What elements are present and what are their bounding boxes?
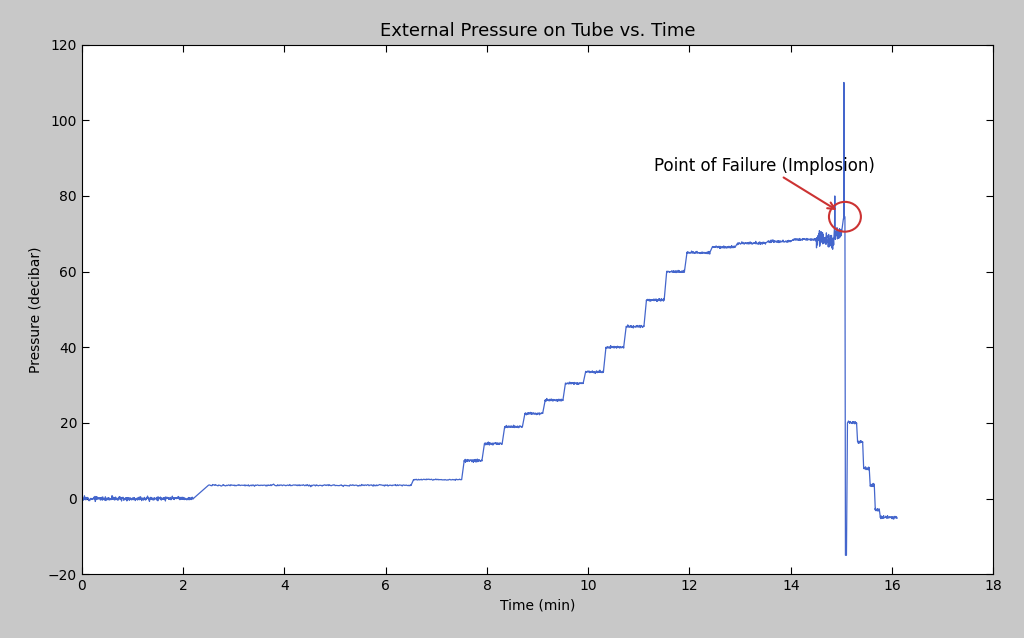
X-axis label: Time (min): Time (min) xyxy=(500,598,575,612)
Y-axis label: Pressure (decibar): Pressure (decibar) xyxy=(29,246,42,373)
Title: External Pressure on Tube vs. Time: External Pressure on Tube vs. Time xyxy=(380,22,695,40)
Text: Point of Failure (Implosion): Point of Failure (Implosion) xyxy=(654,157,874,209)
